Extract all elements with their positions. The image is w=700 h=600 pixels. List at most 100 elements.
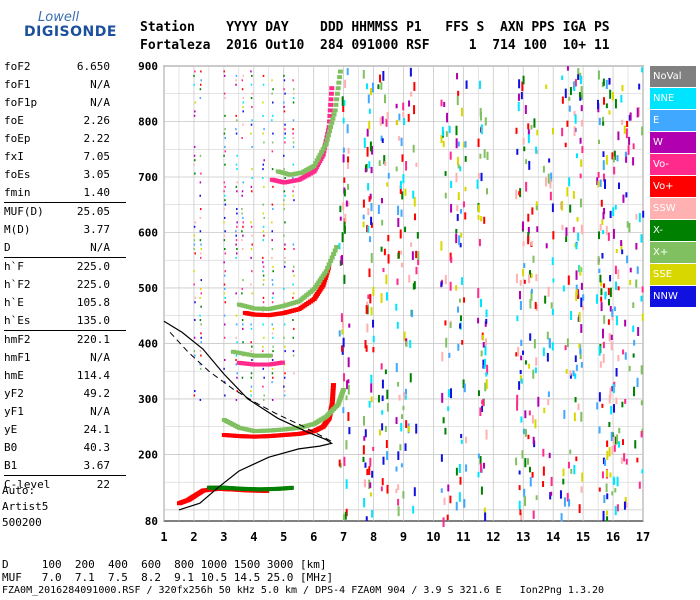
noise-echo [626,120,629,127]
trace-point [334,245,340,250]
noise-echo [223,181,225,184]
noise-echo [455,233,458,244]
noise-echo [241,79,244,82]
noise-echo [445,337,448,348]
noise-echo [224,128,226,131]
noise-echo [465,436,468,444]
noise-echo [464,155,467,162]
noise-echo [522,75,525,85]
noise-echo [522,350,525,355]
noise-echo [551,203,554,213]
noise-echo [485,309,488,318]
noise-echo [378,160,381,167]
noise-echo [386,402,389,412]
noise-echo [559,490,562,499]
noise-echo [552,231,555,240]
noise-echo [345,200,348,207]
noise-echo [572,226,575,233]
noise-echo [292,79,294,82]
noise-echo [381,395,384,402]
auto-label: Auto: [2,484,36,497]
noise-echo [542,448,545,457]
noise-echo [194,159,196,162]
legend: NoVal NNE E W Vo- Vo+ SSW X- X+ SSE NNW [650,66,696,308]
noise-echo [409,373,412,383]
noise-echo [527,129,530,135]
noise-echo [574,373,577,379]
param-row: yF2 49.2 [2,385,126,403]
noise-echo [263,159,265,162]
noise-echo [404,226,407,233]
noise-echo [612,383,615,394]
noise-echo [444,320,447,326]
noise-echo [605,483,608,493]
noise-echo [518,291,521,300]
trace-point [243,352,249,357]
param-name: foEs [4,168,31,181]
noise-echo [262,274,265,277]
trace-point [336,80,342,85]
noise-echo [364,429,367,438]
noise-echo [463,499,466,508]
noise-echo [194,110,196,113]
noise-echo [377,84,380,90]
noise-echo [609,287,612,298]
noise-echo [235,243,237,246]
trace-point [329,86,335,91]
noise-echo [194,319,196,322]
noise-echo [224,137,226,140]
trace-point [328,258,334,263]
noise-echo [382,456,385,465]
noise-echo [199,154,202,157]
noise-echo [625,128,628,139]
noise-echo [642,210,645,218]
noise-echo [455,285,458,291]
noise-echo [569,87,572,96]
noise-echo [271,367,274,370]
param-separator [4,475,126,476]
noise-echo [548,337,551,348]
noise-echo [534,301,537,310]
noise-echo [223,234,226,237]
noise-echo [342,154,345,163]
noise-echo [449,322,452,329]
noise-echo [581,92,584,100]
noise-echo [604,459,607,466]
noise-echo [199,363,201,366]
trace-point [331,112,337,117]
noise-echo [413,487,416,497]
noise-echo [263,185,265,188]
noise-echo [522,137,525,145]
noise-echo [580,362,583,368]
noise-echo [578,92,581,98]
noise-echo [566,492,569,502]
noise-echo [460,232,463,238]
noise-echo [458,492,461,502]
noise-echo [224,163,226,166]
noise-echo [611,491,614,496]
noise-echo [250,372,253,375]
noise-echo [235,292,237,295]
noise-echo [242,323,244,326]
noise-echo [482,398,485,407]
noise-echo [272,88,274,91]
noise-echo [397,381,400,387]
noise-echo [194,390,196,393]
param-name: M(D) [4,223,31,236]
noise-echo [404,188,407,196]
noise-echo [366,225,369,233]
noise-echo [387,172,390,179]
noise-echo [602,229,605,235]
noise-echo [579,173,582,179]
y-tick-label: 200 [138,448,158,461]
noise-echo [341,345,344,352]
auto-code: 500200 [2,516,42,529]
x-tick-label: 15 [576,530,590,544]
noise-echo [611,309,614,317]
noise-echo [400,423,403,432]
noise-echo [339,205,342,213]
trace-point [314,158,320,163]
legend-item: SSW [650,198,696,219]
noise-echo [580,324,583,333]
noise-echo [614,265,617,275]
